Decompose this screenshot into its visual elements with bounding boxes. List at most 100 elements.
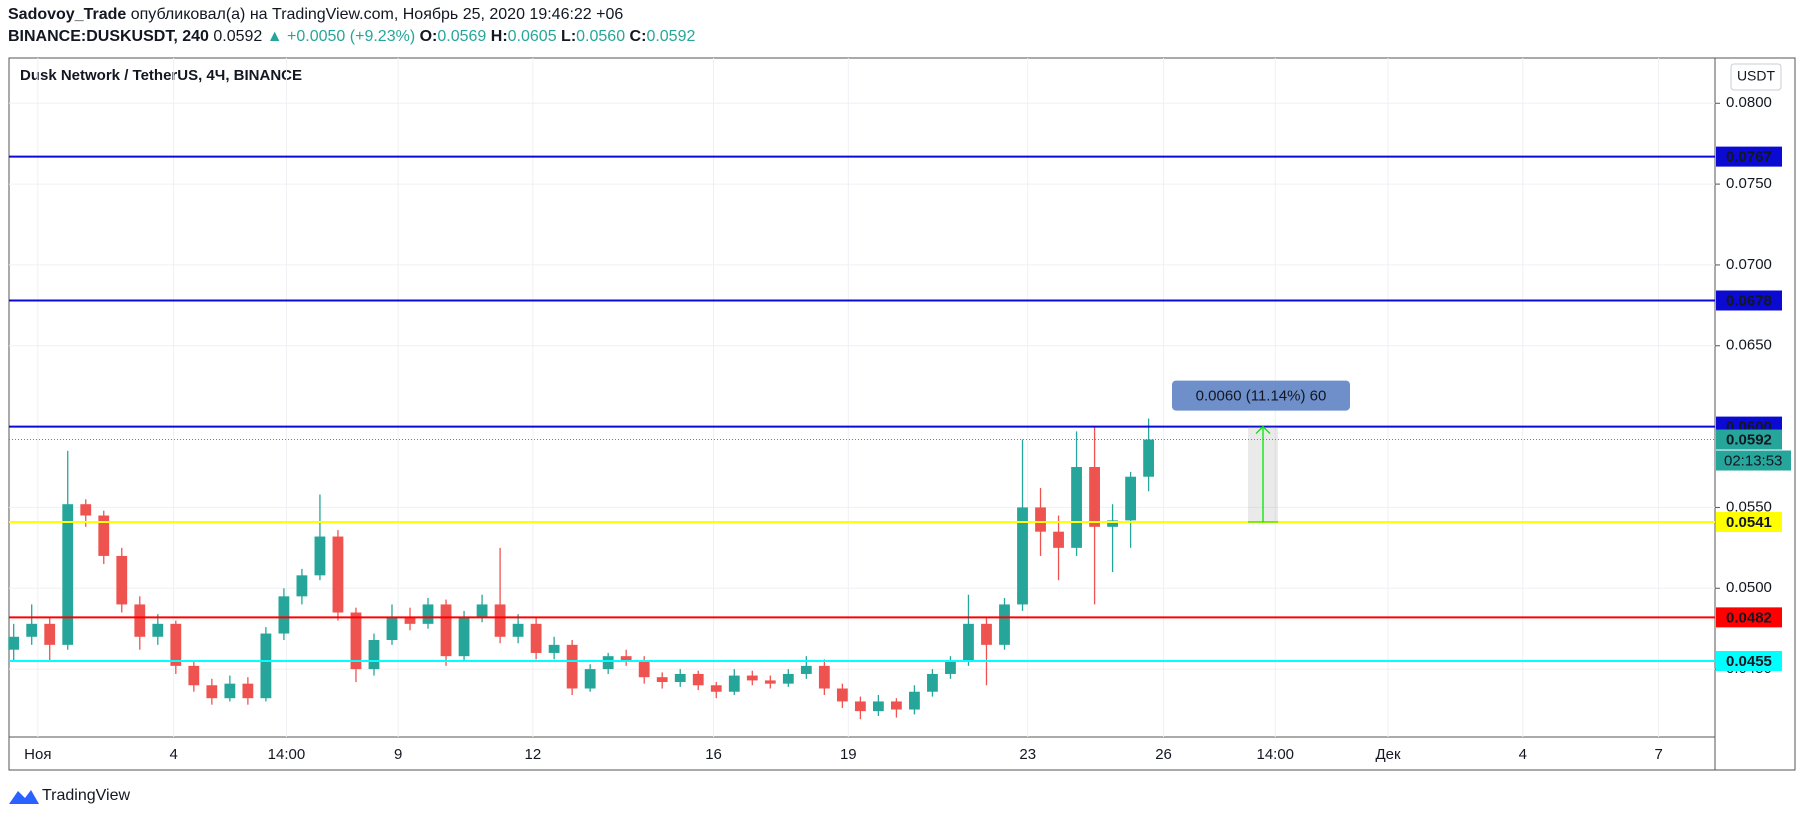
level-label: 0.0482 [1726, 609, 1772, 626]
x-tick-label: 19 [840, 746, 857, 763]
level-label-box [1716, 651, 1782, 672]
y-tick-label: 0.0550 [1726, 498, 1772, 515]
measure-label: 0.0060 (11.14%) 60 [1196, 388, 1327, 405]
x-tick-label: 7 [1654, 746, 1662, 763]
y-tick-label: 0.0750 [1726, 175, 1772, 192]
c: 0.0592 [646, 28, 696, 45]
candle-body [98, 515, 110, 556]
candle-body [602, 656, 614, 670]
y-tick-label: 0.0700 [1726, 256, 1772, 273]
candle-body [386, 617, 398, 640]
x-tick-label: 14:00 [268, 746, 306, 763]
x-tick-label: Дек [1375, 746, 1401, 763]
candle-body [909, 691, 920, 710]
x-tick-label: 23 [1019, 746, 1036, 763]
candle-body [278, 596, 290, 634]
candle-body [224, 683, 236, 699]
candle-body [440, 604, 452, 657]
candle-body [26, 623, 38, 637]
published: опубликовал(а) на TradingView.com, Ноябр… [130, 6, 624, 23]
candle-body [242, 683, 254, 699]
candle-body [134, 604, 146, 637]
h: 0.0605 [507, 28, 557, 45]
o-label: O: [419, 28, 438, 45]
candle-body [746, 675, 758, 681]
c-label: C: [629, 28, 647, 45]
candle-body [981, 623, 992, 645]
candle-body [476, 604, 488, 618]
candle-body [638, 661, 650, 678]
candle-body [999, 604, 1010, 645]
candle-body [710, 685, 722, 692]
candle-body [62, 504, 74, 645]
o: 0.0569 [437, 28, 487, 45]
y-tick-label: 0.0800 [1726, 94, 1772, 111]
candle-body [422, 604, 434, 624]
candle-body [656, 677, 668, 683]
level-label: 0.0678 [1726, 292, 1772, 309]
change: ▲ +0.0050 (+9.23%) [266, 28, 416, 45]
candle-body [764, 680, 776, 684]
candle-body [818, 665, 830, 689]
candle-body [404, 617, 416, 624]
candle-body [188, 665, 200, 686]
level-label: 0.0767 [1726, 149, 1772, 166]
x-tick-label: 9 [394, 746, 402, 763]
symbol: BINANCE:DUSKUSDT, 240 [8, 28, 209, 45]
candle-body [620, 656, 632, 662]
header: Sadovoy_Trade опубликовал(а) на TradingV… [8, 4, 695, 48]
x-tick-label: 16 [705, 746, 722, 763]
currency-button[interactable] [1730, 63, 1782, 91]
x-tick-label: 12 [525, 746, 542, 763]
measure-arrowhead [1255, 425, 1271, 435]
x-tick-label: Ноя [24, 746, 51, 763]
y-tick-label: 0.0650 [1726, 337, 1772, 354]
candle-body [891, 701, 902, 710]
l: 0.0560 [576, 28, 626, 45]
header-line: Sadovoy_Trade опубликовал(а) на TradingV… [8, 4, 695, 26]
candle-body [368, 640, 380, 670]
candle-body [170, 623, 182, 666]
candle-body [1089, 467, 1100, 527]
level-label: 0.0541 [1726, 514, 1772, 531]
candle-body [350, 612, 362, 670]
header-line: BINANCE:DUSKUSDT, 240 0.0592 ▲ +0.0050 (… [8, 26, 695, 48]
x-tick-label: 4 [1519, 746, 1527, 763]
level-label-box [1716, 607, 1782, 628]
brand: TradingView [42, 787, 130, 804]
candle-body [782, 673, 794, 684]
candle-body [1143, 439, 1155, 477]
countdown: 02:13:53 [1724, 453, 1782, 470]
countdown-box [1716, 450, 1791, 471]
candle-body [963, 623, 974, 662]
candle-body [548, 644, 560, 653]
grid [9, 58, 1715, 737]
candle-body [44, 623, 56, 645]
candle-body [674, 673, 686, 683]
candle-body [728, 675, 740, 692]
candle-body [260, 633, 272, 699]
candle-body [458, 617, 470, 657]
level-label-box [1716, 290, 1782, 311]
last-price-label: 0.0592 [1726, 432, 1772, 449]
currency[interactable]: USDT [1737, 68, 1776, 84]
x-tick-label: 26 [1155, 746, 1172, 763]
frame [8, 57, 1796, 771]
candle-body [1035, 507, 1046, 532]
candle-body [927, 673, 938, 692]
candle-body [872, 701, 884, 712]
candle-body [1071, 467, 1082, 548]
candle-body [116, 555, 128, 605]
candle-body [854, 701, 866, 712]
author[interactable]: Sadovoy_Trade [8, 6, 127, 23]
x-tick-label: 4 [169, 746, 177, 763]
level-label: 0.0455 [1726, 653, 1772, 670]
measure-label-box [1172, 380, 1350, 411]
brand-logo [9, 790, 39, 804]
candle-body [152, 623, 164, 637]
l-label: L: [561, 28, 577, 45]
x-tick-label: 14:00 [1256, 746, 1294, 763]
candle-body [692, 673, 704, 686]
